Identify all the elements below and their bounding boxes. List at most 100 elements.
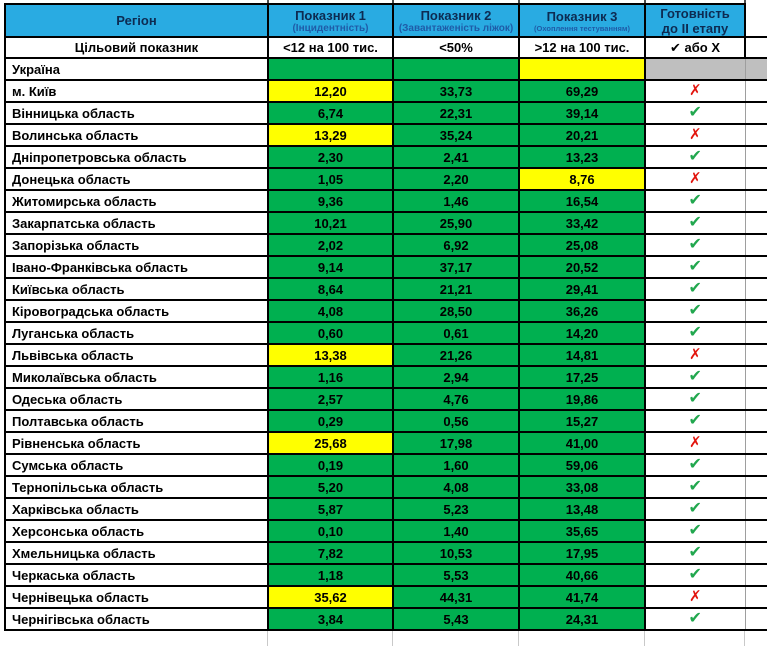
region-cell[interactable]: Україна: [4, 57, 269, 81]
indicator3-cell[interactable]: 29,41: [518, 277, 646, 301]
region-cell[interactable]: Миколаївська область: [4, 365, 269, 389]
indicator2-cell[interactable]: 0,61: [392, 321, 520, 345]
indicator2-cell[interactable]: 2,20: [392, 167, 520, 191]
indicator2-cell[interactable]: 22,31: [392, 101, 520, 125]
indicator1-cell[interactable]: 8,64: [267, 277, 394, 301]
indicator3-cell[interactable]: 41,00: [518, 431, 646, 455]
indicator3-cell[interactable]: 39,14: [518, 101, 646, 125]
indicator1-cell[interactable]: 5,20: [267, 475, 394, 499]
indicator1-cell[interactable]: 10,21: [267, 211, 394, 235]
readiness-cell[interactable]: ✔: [644, 519, 746, 543]
indicator3-cell[interactable]: 13,23: [518, 145, 646, 169]
indicator1-cell[interactable]: 13,38: [267, 343, 394, 367]
indicator3-cell[interactable]: 14,20: [518, 321, 646, 345]
region-cell[interactable]: Полтавська область: [4, 409, 269, 433]
target-row-label[interactable]: Цільовий показник: [4, 36, 269, 59]
indicator1-cell[interactable]: 35,62: [267, 585, 394, 609]
region-cell[interactable]: Рівненська область: [4, 431, 269, 455]
region-cell[interactable]: Сумська область: [4, 453, 269, 477]
indicator1-cell[interactable]: [267, 57, 394, 81]
indicator2-cell[interactable]: 1,46: [392, 189, 520, 213]
indicator1-cell[interactable]: 0,19: [267, 453, 394, 477]
indicator1-cell[interactable]: 0,29: [267, 409, 394, 433]
readiness-cell[interactable]: ✗: [644, 343, 746, 367]
indicator1-cell[interactable]: 2,57: [267, 387, 394, 411]
indicator3-cell[interactable]: 20,52: [518, 255, 646, 279]
region-cell[interactable]: Волинська область: [4, 123, 269, 147]
readiness-cell[interactable]: ✔: [644, 189, 746, 213]
readiness-cell[interactable]: ✔: [644, 541, 746, 565]
readiness-cell[interactable]: ✔: [644, 211, 746, 235]
region-cell[interactable]: Одеська область: [4, 387, 269, 411]
indicator1-cell[interactable]: 6,74: [267, 101, 394, 125]
indicator2-cell[interactable]: 25,90: [392, 211, 520, 235]
indicator1-cell[interactable]: 2,30: [267, 145, 394, 169]
indicator1-cell[interactable]: 0,60: [267, 321, 394, 345]
indicator1-cell[interactable]: 13,29: [267, 123, 394, 147]
readiness-cell[interactable]: ✔: [644, 233, 746, 257]
indicator2-cell[interactable]: 17,98: [392, 431, 520, 455]
indicator2-cell[interactable]: 44,31: [392, 585, 520, 609]
indicator3-cell[interactable]: 20,21: [518, 123, 646, 147]
readiness-cell[interactable]: [644, 57, 746, 81]
indicator2-cell[interactable]: [392, 57, 520, 81]
region-cell[interactable]: Дніпропетровська область: [4, 145, 269, 169]
region-cell[interactable]: Харківська область: [4, 497, 269, 521]
region-cell[interactable]: Житомирська область: [4, 189, 269, 213]
column-header-region[interactable]: Регіон: [4, 3, 269, 38]
region-cell[interactable]: Чернігівська область: [4, 607, 269, 631]
readiness-cell[interactable]: ✔: [644, 475, 746, 499]
indicator2-cell[interactable]: 6,92: [392, 233, 520, 257]
indicator2-cell[interactable]: 37,17: [392, 255, 520, 279]
indicator3-cell[interactable]: 15,27: [518, 409, 646, 433]
indicator1-cell[interactable]: 1,16: [267, 365, 394, 389]
indicator3-cell[interactable]: 33,42: [518, 211, 646, 235]
region-cell[interactable]: Закарпатська область: [4, 211, 269, 235]
indicator2-cell[interactable]: 5,23: [392, 497, 520, 521]
column-header-indicator3[interactable]: Показник 3 (Охоплення тестуванням): [518, 3, 646, 38]
target-indicator3-value[interactable]: >12 на 100 тис.: [518, 36, 646, 59]
indicator3-cell[interactable]: 25,08: [518, 233, 646, 257]
region-cell[interactable]: Черкаська область: [4, 563, 269, 587]
readiness-cell[interactable]: ✗: [644, 79, 746, 103]
indicator2-cell[interactable]: 1,60: [392, 453, 520, 477]
indicator2-cell[interactable]: 1,40: [392, 519, 520, 543]
indicator2-cell[interactable]: 2,41: [392, 145, 520, 169]
indicator2-cell[interactable]: 2,94: [392, 365, 520, 389]
indicator1-cell[interactable]: 3,84: [267, 607, 394, 631]
readiness-cell[interactable]: ✔: [644, 365, 746, 389]
readiness-cell[interactable]: ✔: [644, 497, 746, 521]
target-indicator1-value[interactable]: <12 на 100 тис.: [267, 36, 394, 59]
indicator2-cell[interactable]: 21,21: [392, 277, 520, 301]
indicator1-cell[interactable]: 2,02: [267, 233, 394, 257]
region-cell[interactable]: Кіровоградська область: [4, 299, 269, 323]
readiness-cell[interactable]: ✗: [644, 585, 746, 609]
indicator3-cell[interactable]: 33,08: [518, 475, 646, 499]
indicator3-cell[interactable]: 41,74: [518, 585, 646, 609]
indicator2-cell[interactable]: 5,53: [392, 563, 520, 587]
indicator1-cell[interactable]: 1,05: [267, 167, 394, 191]
indicator3-cell[interactable]: 59,06: [518, 453, 646, 477]
target-indicator2-value[interactable]: <50%: [392, 36, 520, 59]
indicator1-cell[interactable]: 1,18: [267, 563, 394, 587]
column-header-readiness[interactable]: Готовність до ІІ етапу: [644, 3, 746, 38]
indicator3-cell[interactable]: 13,48: [518, 497, 646, 521]
readiness-cell[interactable]: ✗: [644, 431, 746, 455]
readiness-cell[interactable]: ✗: [644, 167, 746, 191]
indicator3-cell[interactable]: 40,66: [518, 563, 646, 587]
region-cell[interactable]: Хмельницька область: [4, 541, 269, 565]
region-cell[interactable]: Донецька область: [4, 167, 269, 191]
indicator3-cell[interactable]: 14,81: [518, 343, 646, 367]
indicator3-cell[interactable]: 24,31: [518, 607, 646, 631]
region-cell[interactable]: м. Київ: [4, 79, 269, 103]
region-cell[interactable]: Львівська область: [4, 343, 269, 367]
indicator1-cell[interactable]: 0,10: [267, 519, 394, 543]
readiness-cell[interactable]: ✔: [644, 255, 746, 279]
indicator2-cell[interactable]: 10,53: [392, 541, 520, 565]
indicator2-cell[interactable]: 4,76: [392, 387, 520, 411]
indicator3-cell[interactable]: 17,95: [518, 541, 646, 565]
indicator2-cell[interactable]: 28,50: [392, 299, 520, 323]
indicator3-cell[interactable]: 8,76: [518, 167, 646, 191]
indicator3-cell[interactable]: 36,26: [518, 299, 646, 323]
indicator2-cell[interactable]: 0,56: [392, 409, 520, 433]
